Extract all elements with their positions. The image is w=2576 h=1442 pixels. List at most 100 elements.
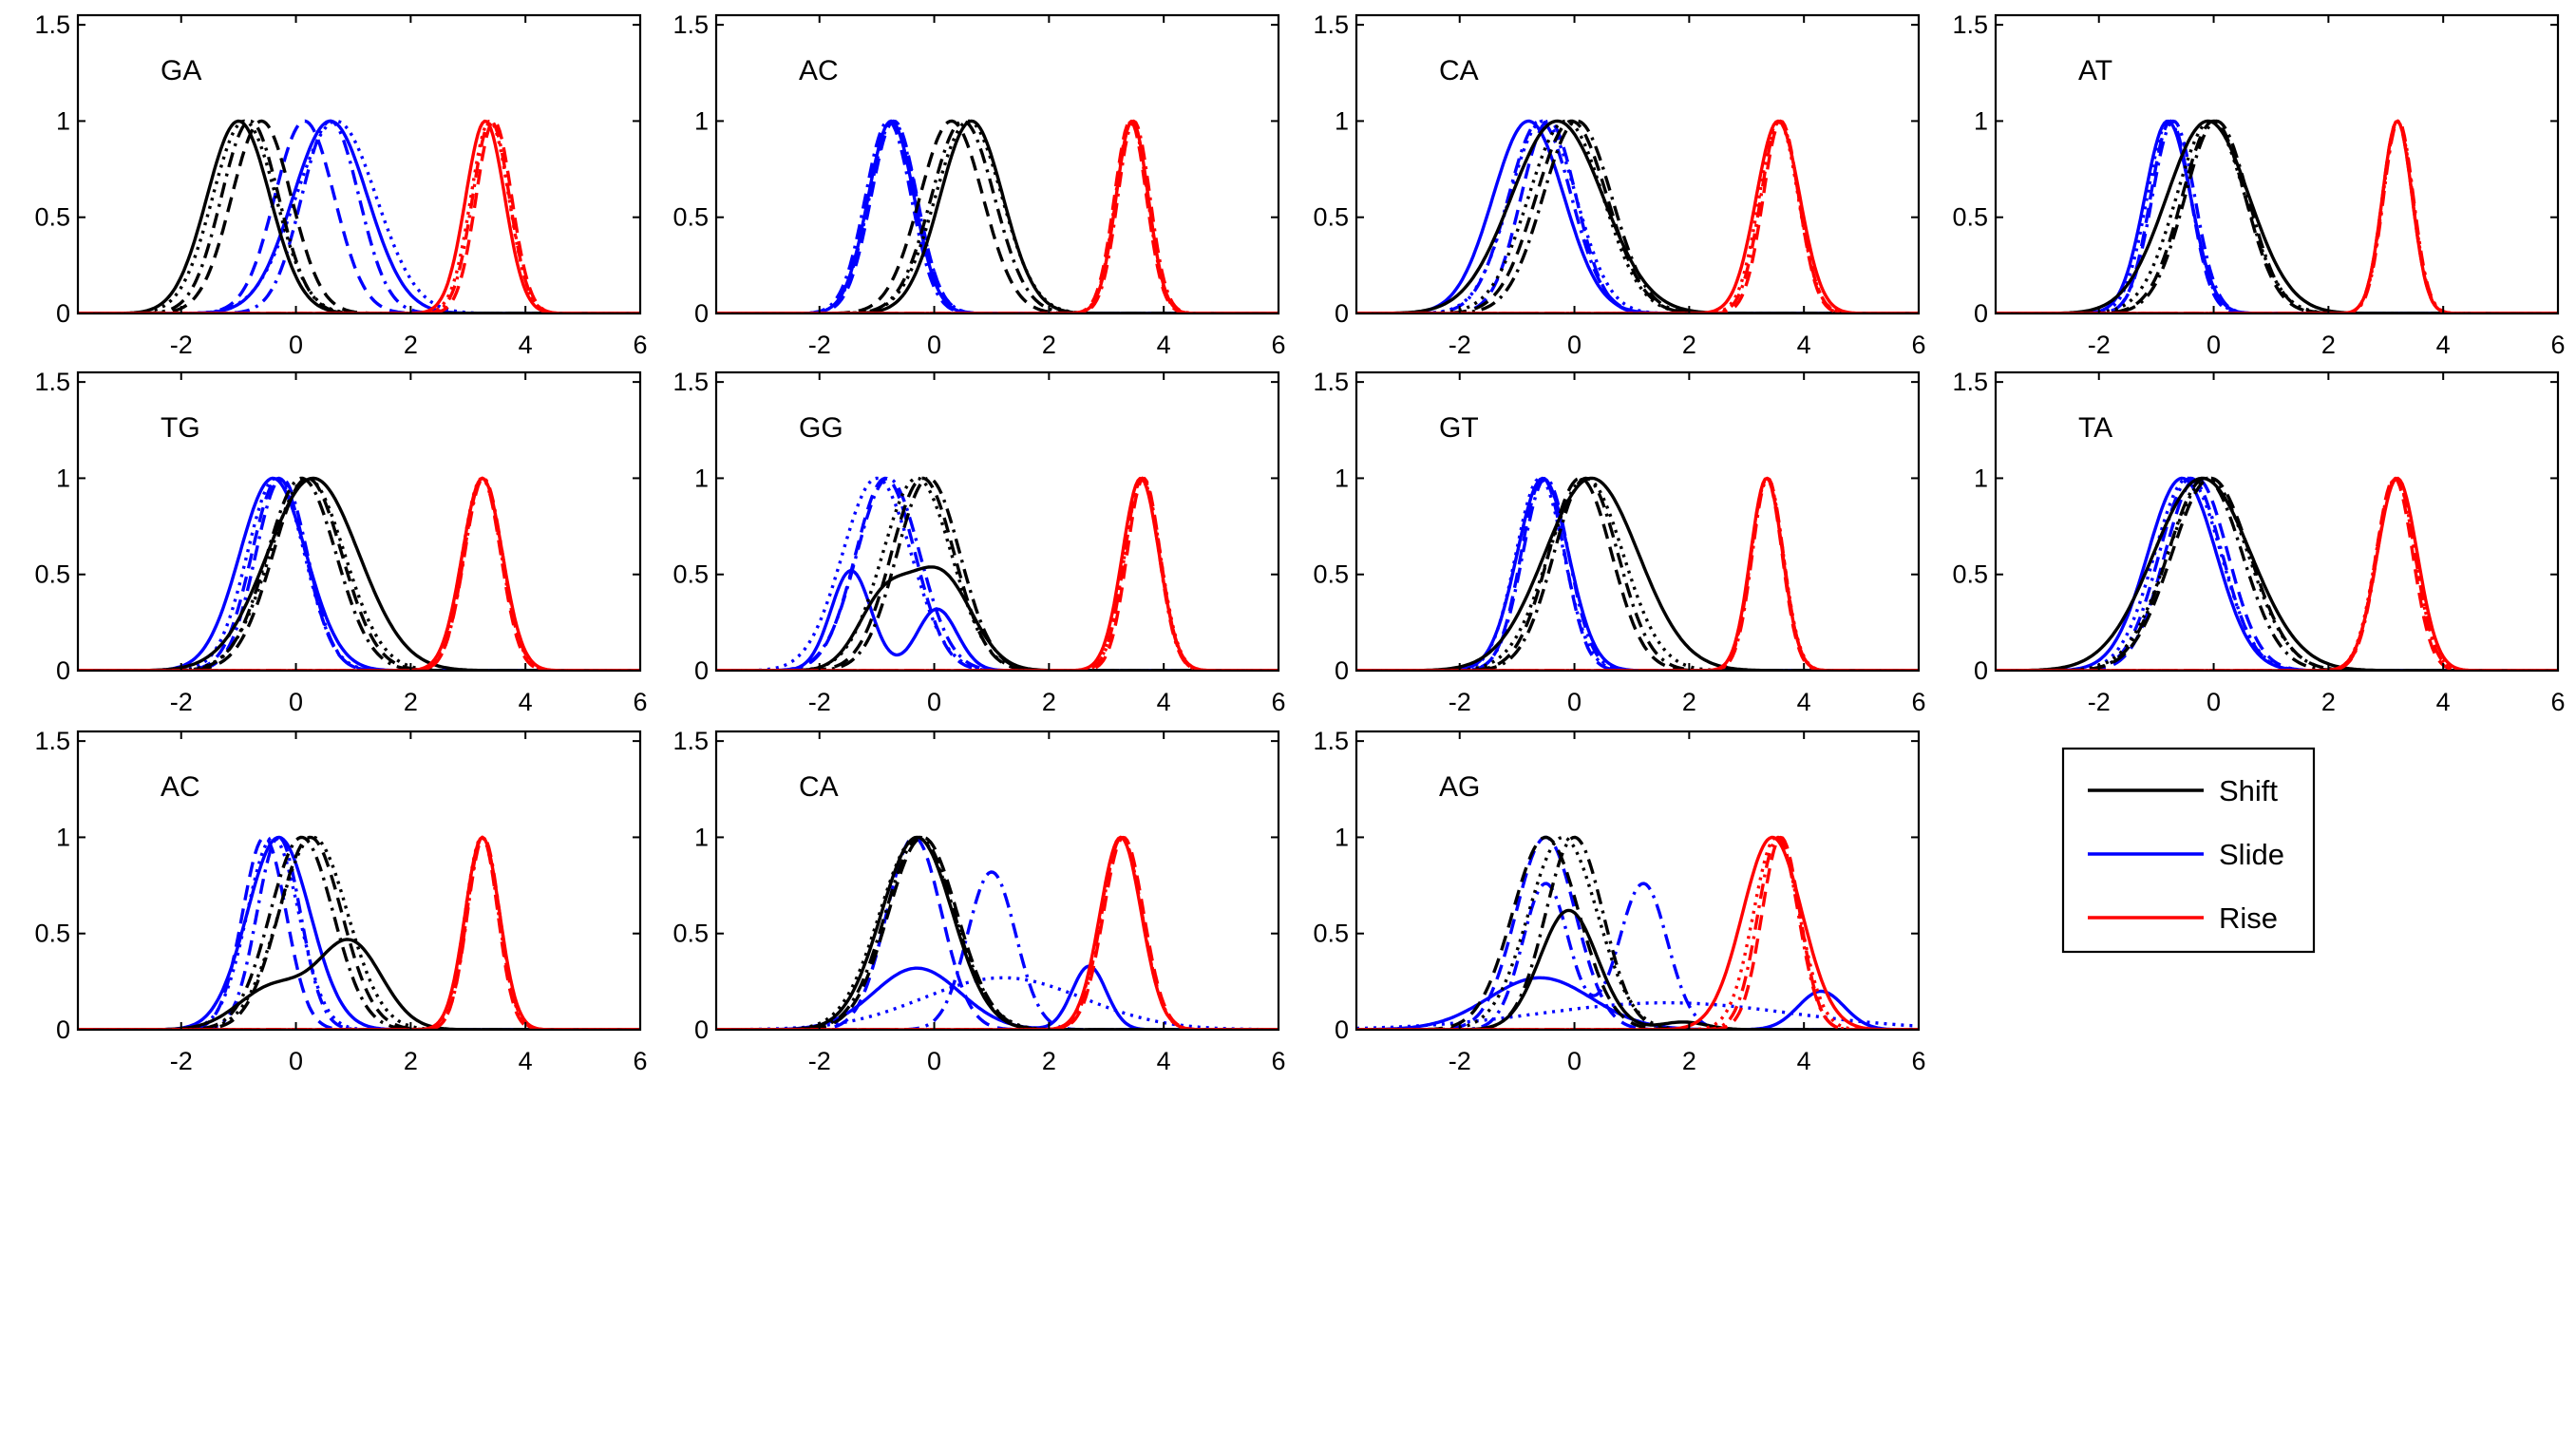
y-tick-label: 1 [56, 823, 70, 851]
panel-8: -2 0 2 4 6 0 0.5 1 1.5 TA [1952, 368, 2565, 716]
y-tick-label: 1 [1974, 464, 1988, 492]
panel-label: TG [161, 412, 200, 444]
x-tick-label: 6 [2550, 688, 2565, 716]
series-slide-dashed [78, 476, 640, 671]
axes-frame [1354, 370, 1921, 673]
series-rise-solid [1356, 835, 1919, 1030]
x-tick-label: 0 [289, 688, 303, 716]
y-tick-label: 0 [56, 299, 70, 328]
series-slide-solid [78, 835, 640, 1030]
series-slide-dashdot [78, 476, 640, 671]
series-slide-dashdot [1996, 476, 2558, 671]
y-tick-label: 1.5 [34, 727, 70, 755]
y-tick-label: 1.5 [1952, 10, 1988, 39]
panel-9: -2 0 2 4 6 0 0.5 1 1.5 AC [34, 727, 647, 1075]
series-slide-dotted [1356, 119, 1919, 313]
x-tick-label: 6 [2550, 331, 2565, 359]
series-slide-dashdot [716, 870, 1279, 1030]
panel-label: AG [1439, 771, 1480, 803]
series-shift-dashdot [1356, 835, 1919, 1030]
x-tick-label: 2 [1042, 1047, 1056, 1075]
y-tick-label: 0.5 [34, 203, 70, 232]
panel-6: -2 0 2 4 6 0 0.5 1 1.5 GG [672, 368, 1285, 716]
x-tick-label: 4 [2436, 331, 2451, 359]
series-rise-dashdot [1356, 476, 1919, 671]
series-rise-dashed [78, 835, 640, 1030]
series-shift-dotted [1356, 835, 1919, 1030]
axes-frame [1994, 13, 2560, 315]
x-tick-label: 0 [289, 331, 303, 359]
series-shift-dotted [1356, 476, 1919, 671]
y-tick-label: 0.5 [1313, 203, 1349, 232]
series-slide-dashed [716, 835, 1279, 1030]
series-rise-dotted [78, 120, 640, 313]
series-shift-dashdot [1996, 119, 2558, 313]
legend-label-shift: Shift [2219, 774, 2278, 807]
y-tick-label: 0 [56, 656, 70, 685]
x-tick-label: -2 [170, 688, 193, 716]
series-rise-dotted [1356, 119, 1919, 313]
x-tick-label: 6 [1911, 1047, 1925, 1075]
x-tick-label: 2 [1682, 688, 1696, 716]
x-tick-label: 6 [633, 688, 647, 716]
y-tick-label: 1 [56, 464, 70, 492]
series-rise-dashdot [1356, 119, 1919, 313]
x-tick-label: 0 [927, 688, 941, 716]
x-tick-label: 0 [2207, 331, 2221, 359]
panel-11: -2 0 2 4 6 0 0.5 1 1.5 AG [1313, 727, 1925, 1075]
x-tick-label: 0 [1567, 688, 1582, 716]
y-tick-label: 1 [694, 464, 709, 492]
x-tick-label: 4 [519, 688, 533, 716]
axes-frame [76, 370, 642, 673]
series-shift-dashdot [1356, 476, 1919, 671]
panel-1: -2 0 2 4 6 0 0.5 1 1.5 GA [34, 10, 647, 359]
series-shift-dashed [1356, 476, 1919, 671]
y-tick-label: 1 [694, 823, 709, 851]
x-tick-label: 2 [2321, 331, 2336, 359]
series-shift-dashdot [716, 476, 1279, 671]
y-tick-label: 0.5 [1313, 560, 1349, 589]
series-rise-dashdot [716, 835, 1279, 1030]
series-slide-dotted [78, 835, 640, 1030]
series-slide-dashed [716, 119, 1279, 313]
x-tick-label: 4 [1797, 1047, 1811, 1075]
legend-label-slide: Slide [2219, 838, 2284, 871]
series-rise-solid [716, 119, 1279, 313]
series-slide-dashdot [1356, 476, 1919, 671]
series-slide-dashdot [716, 119, 1279, 313]
y-tick-label: 1 [1974, 106, 1988, 135]
panel-label: GT [1439, 412, 1479, 444]
series-rise-dotted [1356, 835, 1919, 1030]
series-shift-dotted [1996, 119, 2558, 313]
panel-label: GG [799, 412, 843, 444]
series-rise-solid [716, 476, 1279, 671]
y-tick-label: 1.5 [1313, 10, 1349, 39]
panel-curves [1356, 476, 1919, 671]
series-shift-solid [716, 119, 1279, 313]
x-tick-label: 6 [1911, 688, 1925, 716]
x-tick-label: 2 [1042, 688, 1056, 716]
series-rise-dashed [1356, 119, 1919, 313]
series-rise-dashed [1356, 476, 1919, 671]
series-rise-dashdot [1356, 835, 1919, 1030]
series-shift-dashdot [1996, 476, 2558, 671]
panel-curves [78, 835, 640, 1030]
y-tick-label: 0 [1335, 299, 1349, 328]
axes-frame [714, 370, 1280, 673]
series-rise-solid [78, 835, 640, 1030]
series-rise-dashdot [78, 836, 640, 1030]
x-tick-label: 0 [289, 1047, 303, 1075]
series-shift-solid [78, 938, 640, 1030]
series-shift-dashdot [1356, 119, 1919, 313]
series-shift-solid [1996, 119, 2558, 313]
x-tick-label: 0 [927, 331, 941, 359]
x-tick-label: 2 [1682, 331, 1696, 359]
series-slide-dashed [1356, 835, 1919, 1030]
series-shift-dashed [716, 835, 1279, 1030]
legend-label-rise: Rise [2219, 901, 2278, 935]
series-rise-dashdot [716, 119, 1279, 313]
axes-frame [1354, 730, 1921, 1032]
y-tick-label: 1.5 [1313, 727, 1349, 755]
series-slide-solid [78, 119, 640, 313]
